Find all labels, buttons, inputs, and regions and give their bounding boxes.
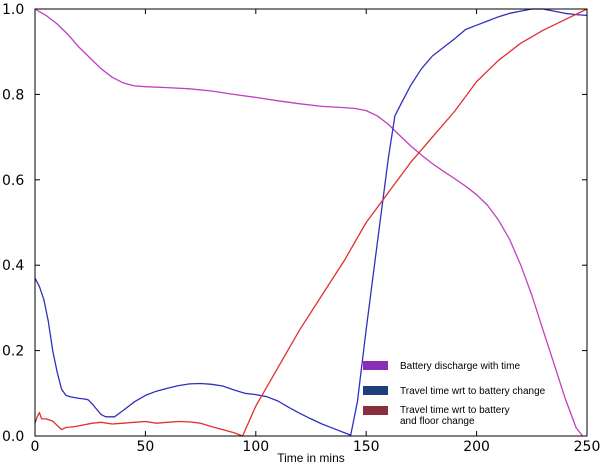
legend-label-travel-battery: Travel time wrt to battery change bbox=[400, 386, 546, 397]
series-line-0 bbox=[34, 8, 584, 437]
y-tick-label-5: 1.0 bbox=[2, 2, 24, 18]
y-tick-label-4: 0.8 bbox=[2, 87, 24, 103]
x-tick-label-2: 100 bbox=[242, 439, 269, 455]
x-tick-label-0: 0 bbox=[31, 439, 40, 455]
legend-swatch-travel-battery-floor bbox=[363, 406, 388, 415]
legend-swatch-travel-battery bbox=[363, 386, 388, 395]
tick-layer: 0 50 100 150 200 250 0.0 0.2 0.4 0.6 0.8 1.0 bbox=[2, 2, 600, 455]
x-tick-label-5: 250 bbox=[574, 439, 601, 455]
x-tick-label-4: 200 bbox=[463, 439, 490, 455]
legend: Battery discharge with time Travel time … bbox=[363, 361, 546, 427]
legend-swatch-battery-discharge bbox=[363, 361, 388, 370]
x-tick-label-1: 50 bbox=[136, 439, 154, 455]
legend-label-travel-battery-floor-line1: Travel time wrt to battery bbox=[400, 405, 510, 416]
y-tick-label-3: 0.6 bbox=[2, 173, 24, 189]
series-layer bbox=[34, 8, 588, 437]
x-tick-label-3: 150 bbox=[353, 439, 380, 455]
legend-label-travel-battery-floor-line2: and floor change bbox=[400, 416, 475, 427]
y-tick-label-2: 0.4 bbox=[2, 258, 24, 274]
series-line-2 bbox=[34, 8, 588, 437]
plot-frame bbox=[34, 8, 588, 437]
legend-label-battery-discharge: Battery discharge with time bbox=[400, 361, 520, 372]
x-axis-label: Time in mins bbox=[277, 451, 345, 465]
series-line-1 bbox=[34, 8, 588, 436]
y-tick-label-0: 0.0 bbox=[2, 429, 24, 445]
y-tick-label-1: 0.2 bbox=[2, 344, 24, 360]
